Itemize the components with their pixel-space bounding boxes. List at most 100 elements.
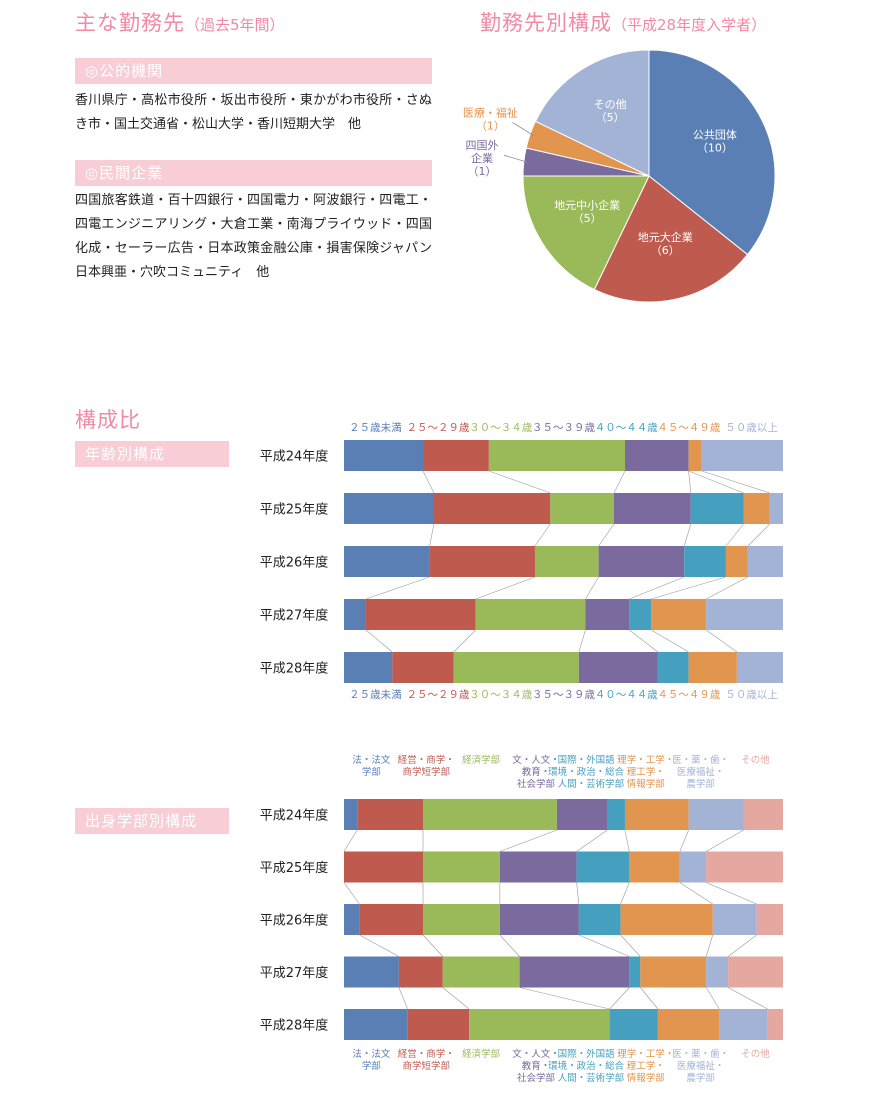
bar-segment <box>550 493 614 524</box>
legend-label: 医・薬・歯・ <box>672 1048 729 1060</box>
bar-segment <box>607 799 625 830</box>
faculty-band: 出身学部別構成 <box>75 808 229 834</box>
category-label: 平成24年度 <box>260 808 329 824</box>
legend-label: 国際・外国語・ <box>558 754 625 766</box>
legend-label: 法・法文 <box>352 1048 391 1060</box>
legend-label: 教育・ <box>522 766 551 778</box>
bar-segment <box>767 1009 783 1040</box>
bar-segment <box>578 652 658 683</box>
legend-label: 理工学・ <box>627 766 665 778</box>
legend-label: 理工学・ <box>627 1060 665 1072</box>
legend-label: 学部 <box>362 766 381 778</box>
bar-segment <box>624 440 689 471</box>
bar-segment <box>756 904 783 935</box>
bar-segment <box>578 904 621 935</box>
bar-segment <box>688 652 737 683</box>
bar-segment <box>429 546 535 577</box>
pie-slice-label: 地元中小企業 <box>554 198 620 212</box>
legend-label: ３０～３４歳 <box>469 689 532 701</box>
bar-segment <box>534 546 599 577</box>
pie-slice-value: （1） <box>476 119 505 132</box>
bar-segment <box>706 956 729 988</box>
category-label: 平成27年度 <box>260 608 329 624</box>
pie-slice <box>648 50 776 256</box>
bar-segment <box>684 546 726 577</box>
legend-label: 環境・政治・総合・ <box>548 1060 634 1072</box>
bar-segment <box>620 904 713 935</box>
bar-segment <box>556 799 608 830</box>
pie-slice-label: 地元大企業 <box>638 230 693 244</box>
pie-slice-label: 公共団体 <box>693 127 737 141</box>
bar-segment <box>747 546 783 577</box>
pie-slice-label: その他 <box>594 98 627 111</box>
bar-segment <box>469 1009 610 1040</box>
bar-segment <box>519 956 630 988</box>
bar-segment <box>442 956 520 988</box>
legend-label: 人間・芸術学部 <box>558 778 625 790</box>
bar-segment <box>423 440 489 471</box>
legend-label: ２５～２９歳 <box>407 422 470 434</box>
legend-label: ２５歳未満 <box>349 689 402 701</box>
bar-segment <box>344 652 393 683</box>
legend-label: ４５～４９歳 <box>657 422 720 434</box>
pie-slice-value: （10） <box>697 141 733 154</box>
bar-segment <box>344 440 424 471</box>
legend-label: 農学部 <box>686 1072 715 1084</box>
pie-title: 勤務先別構成（平成28年度入学者） <box>480 7 766 37</box>
employment-title: 主な勤務先（過去5年間） <box>75 7 285 37</box>
bar-segment <box>398 956 443 988</box>
bar-segment <box>657 652 689 683</box>
pie-chart: 公共団体（10）地元大企業（6）地元中小企業（5）四国外企業（1）医療・福祉（1… <box>463 50 776 303</box>
pie-subtitle: （平成28年度入学者） <box>612 16 767 34</box>
bar-segment <box>725 546 748 577</box>
legend-label: 商学短学部 <box>403 1060 451 1072</box>
employment-subtitle: （過去5年間） <box>185 16 285 34</box>
bar-segment <box>706 851 783 883</box>
legend-label: 理学・工学・ <box>617 1048 674 1060</box>
bar-segment <box>357 799 424 830</box>
legend-label: 農学部 <box>686 778 715 790</box>
public-sector-list: 香川県庁・高松市役所・坂出市役所・東かがわ市役所・さぬき市・国土交通省・松山大学… <box>75 93 432 132</box>
bar-segment <box>688 799 744 830</box>
bar-segment <box>657 1009 720 1040</box>
bar-segment <box>609 1009 658 1040</box>
legend-label: 経済学部 <box>462 754 500 766</box>
bar-segment <box>407 1009 470 1040</box>
bar-segment <box>651 599 707 630</box>
public-sector-band: ◎公的機関 <box>75 58 432 84</box>
composition-title: 構成比 <box>75 408 141 432</box>
pie-slice-label: 四国外 <box>466 139 499 152</box>
bar-segment <box>344 851 424 883</box>
legend-label: ４０～４４歳 <box>595 422 658 434</box>
bar-segment <box>359 904 424 935</box>
legend-label: ２５歳未満 <box>349 422 402 434</box>
bar-segment <box>743 493 770 524</box>
pie-slice-label: 企業 <box>471 151 493 165</box>
legend-label: 経済学部 <box>462 1048 500 1060</box>
bar-segment <box>719 1009 768 1040</box>
pie-slice-value: （6） <box>651 244 680 257</box>
bar-segment <box>344 599 366 630</box>
bar-segment <box>488 440 625 471</box>
bar-segment <box>613 493 691 524</box>
bar-segment <box>706 599 783 630</box>
bar-segment <box>499 904 579 935</box>
bar-segment <box>629 851 680 883</box>
legend-label: その他 <box>741 754 770 766</box>
pie-slice <box>593 175 749 303</box>
legend-label: 経営・商学・ <box>398 754 455 766</box>
legend-label: ５０歳以上 <box>725 689 778 701</box>
legend-label: 国際・外国語・ <box>558 1048 625 1060</box>
bar-segment <box>499 851 577 883</box>
age-band-label: 年齢別構成 <box>85 445 166 463</box>
legend-label: 環境・政治・総合・ <box>548 766 634 778</box>
bar-segment <box>743 799 783 830</box>
category-label: 平成25年度 <box>260 860 329 876</box>
legend-label: ３５～３９歳 <box>532 689 595 701</box>
legend-label: ３５～３９歳 <box>532 422 595 434</box>
public-sector-header: ◎公的機関 <box>85 62 164 80</box>
bar-segment <box>475 599 586 630</box>
bar-segment <box>423 799 557 830</box>
private-sector-band: ◎民間企業 <box>75 160 432 186</box>
